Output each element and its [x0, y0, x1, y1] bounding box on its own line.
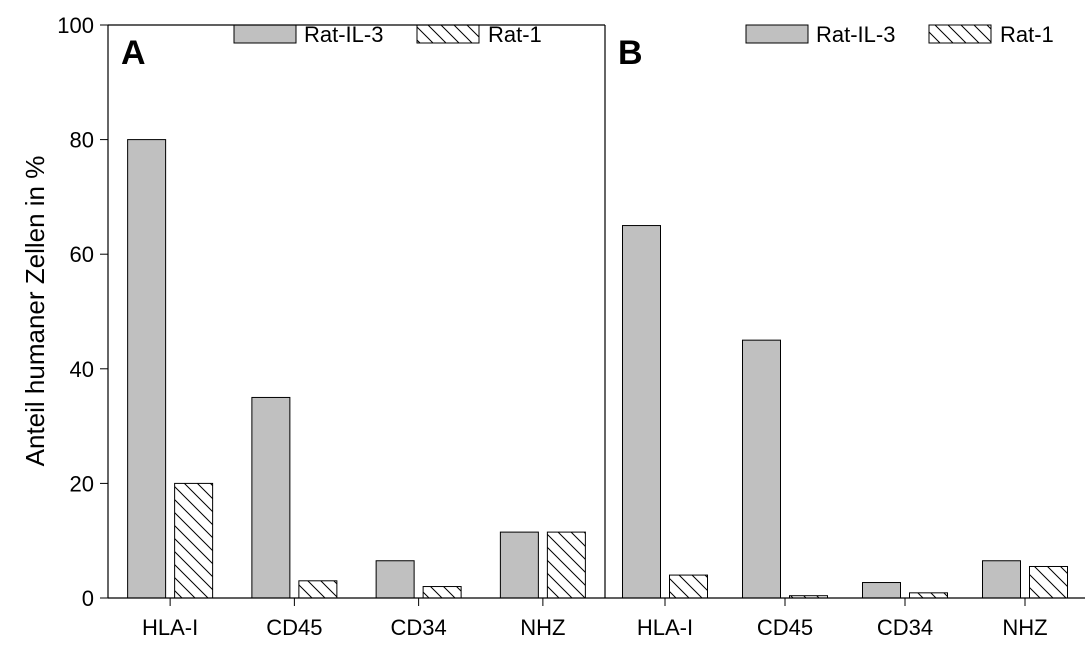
bar-a-nhz-rat-il-3	[499, 531, 539, 599]
bar-a-hla-i-rat-1	[174, 482, 214, 599]
bar-b-cd45-rat-il-3	[742, 339, 781, 599]
y-tick-label: 0	[82, 586, 94, 611]
y-tick-label: 40	[70, 357, 94, 382]
legend-label-rat-1: Rat-1	[1000, 22, 1054, 47]
x-tick-label: NHZ	[520, 615, 565, 640]
bar-b-cd34-rat-1	[909, 592, 948, 599]
y-tick-label: 100	[57, 13, 94, 38]
legend-label-rat-il-3: Rat-IL-3	[304, 22, 383, 47]
x-tick-label: NHZ	[1002, 615, 1047, 640]
bar-b-hla-i-rat-il-3	[622, 225, 661, 599]
legend-swatch-rat-1	[928, 24, 992, 44]
bar-a-cd45-rat-1	[298, 580, 338, 599]
bar-b-cd34-rat-il-3	[862, 582, 901, 599]
bar-b-nhz-rat-1	[1029, 565, 1068, 599]
x-tick-label: CD34	[877, 615, 933, 640]
x-tick-label: CD45	[266, 615, 322, 640]
bar-a-cd34-rat-il-3	[375, 560, 415, 599]
y-tick-label: 80	[70, 128, 94, 153]
y-axis-title: Anteil humaner Zellen in %	[20, 156, 50, 467]
y-tick-label: 60	[70, 242, 94, 267]
x-tick-label: CD34	[391, 615, 447, 640]
x-tick-label: HLA-I	[637, 615, 693, 640]
bar-a-cd45-rat-il-3	[251, 396, 291, 599]
x-tick-label: HLA-I	[142, 615, 198, 640]
legend-label-rat-il-3: Rat-IL-3	[816, 22, 895, 47]
y-tick-label: 20	[70, 471, 94, 496]
bar-a-cd34-rat-1	[422, 586, 462, 599]
bar-b-hla-i-rat-1	[669, 574, 708, 599]
legend-swatch-rat-il-3	[233, 24, 297, 44]
bar-a-hla-i-rat-il-3	[127, 139, 167, 599]
bar-a-nhz-rat-1	[546, 531, 586, 599]
panel-label-a: A	[121, 34, 146, 72]
panel-label-b: B	[618, 34, 643, 72]
legend-swatch-rat-il-3	[745, 24, 809, 44]
bar-b-nhz-rat-il-3	[982, 560, 1021, 599]
legend-label-rat-1: Rat-1	[488, 22, 542, 47]
x-tick-label: CD45	[757, 615, 813, 640]
legend-swatch-rat-1	[416, 24, 480, 44]
